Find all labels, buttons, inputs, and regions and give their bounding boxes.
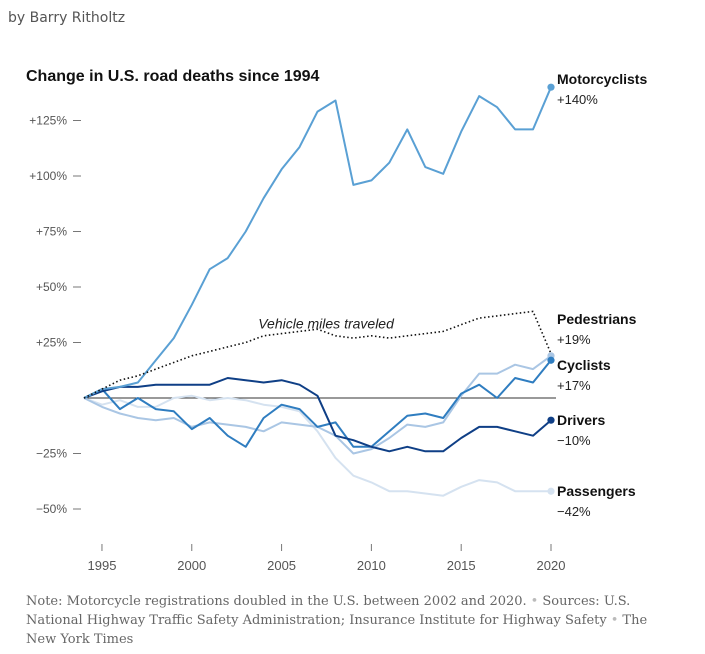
y-tick-label: +75% [36, 225, 67, 239]
series-line-passengers [83, 394, 551, 497]
y-tick-label: −50% [36, 502, 67, 516]
annotation-label: Vehicle miles traveled [258, 316, 395, 332]
x-tick-label: 2015 [447, 558, 476, 573]
y-axis: +125% +100% +75% +50% +25% −25% −50% [29, 114, 81, 516]
x-axis: 1995 2000 2005 2010 2015 2020 [88, 544, 566, 573]
series-line-motorcyclists [83, 86, 552, 399]
series-name-label: Cyclists [557, 357, 611, 373]
series-value-label: +17% [557, 378, 591, 393]
series-name-label: Drivers [557, 412, 605, 428]
annotations: Vehicle miles traveled [258, 316, 395, 332]
credit-text: The New York Times [26, 613, 648, 647]
series-end-dot [547, 416, 555, 424]
series-name-label: Motorcyclists [557, 71, 647, 87]
series-end-dot [547, 356, 555, 364]
x-tick-label: 1995 [88, 558, 117, 573]
series-value-label: +19% [557, 332, 591, 347]
x-tick-label: 2000 [177, 558, 206, 573]
y-tick-label: +100% [29, 169, 67, 183]
x-tick-label: 2005 [267, 558, 296, 573]
x-tick-label: 2010 [357, 558, 386, 573]
series-end-dot [547, 83, 555, 91]
separator-dot: • [610, 613, 619, 628]
series-lines [83, 83, 555, 497]
note-text: Note: Motorcycle registrations doubled i… [26, 594, 527, 609]
series-value-label: −10% [557, 433, 591, 448]
series-name-label: Pedestrians [557, 311, 637, 327]
y-tick-label: +50% [36, 280, 67, 294]
y-tick-label: +125% [29, 114, 67, 128]
sources-text: Sources: U.S. National Highway Traffic S… [26, 594, 631, 628]
x-tick-label: 2020 [537, 558, 566, 573]
chart-title: Change in U.S. road deaths since 1994 [26, 68, 320, 85]
y-tick-label: −25% [36, 447, 67, 461]
series-line-drivers [83, 377, 552, 453]
series-end-dot [547, 487, 555, 495]
series-value-label: +140% [557, 92, 598, 107]
series-name-label: Passengers [557, 483, 636, 499]
y-tick-label: +25% [36, 336, 67, 350]
series-labels: Motorcyclists +140% Pedestrians +19% Cyclist… [557, 71, 647, 519]
byline: by Barry Ritholtz [8, 10, 126, 26]
footnote: Note: Motorcycle registrations doubled i… [26, 592, 666, 649]
series-line-pedestrians [83, 354, 552, 455]
series-line-cyclists [83, 359, 552, 448]
series-line-vehicle-miles-traveled [83, 310, 552, 399]
series-value-label: −42% [557, 504, 591, 519]
separator-dot: • [530, 594, 539, 609]
